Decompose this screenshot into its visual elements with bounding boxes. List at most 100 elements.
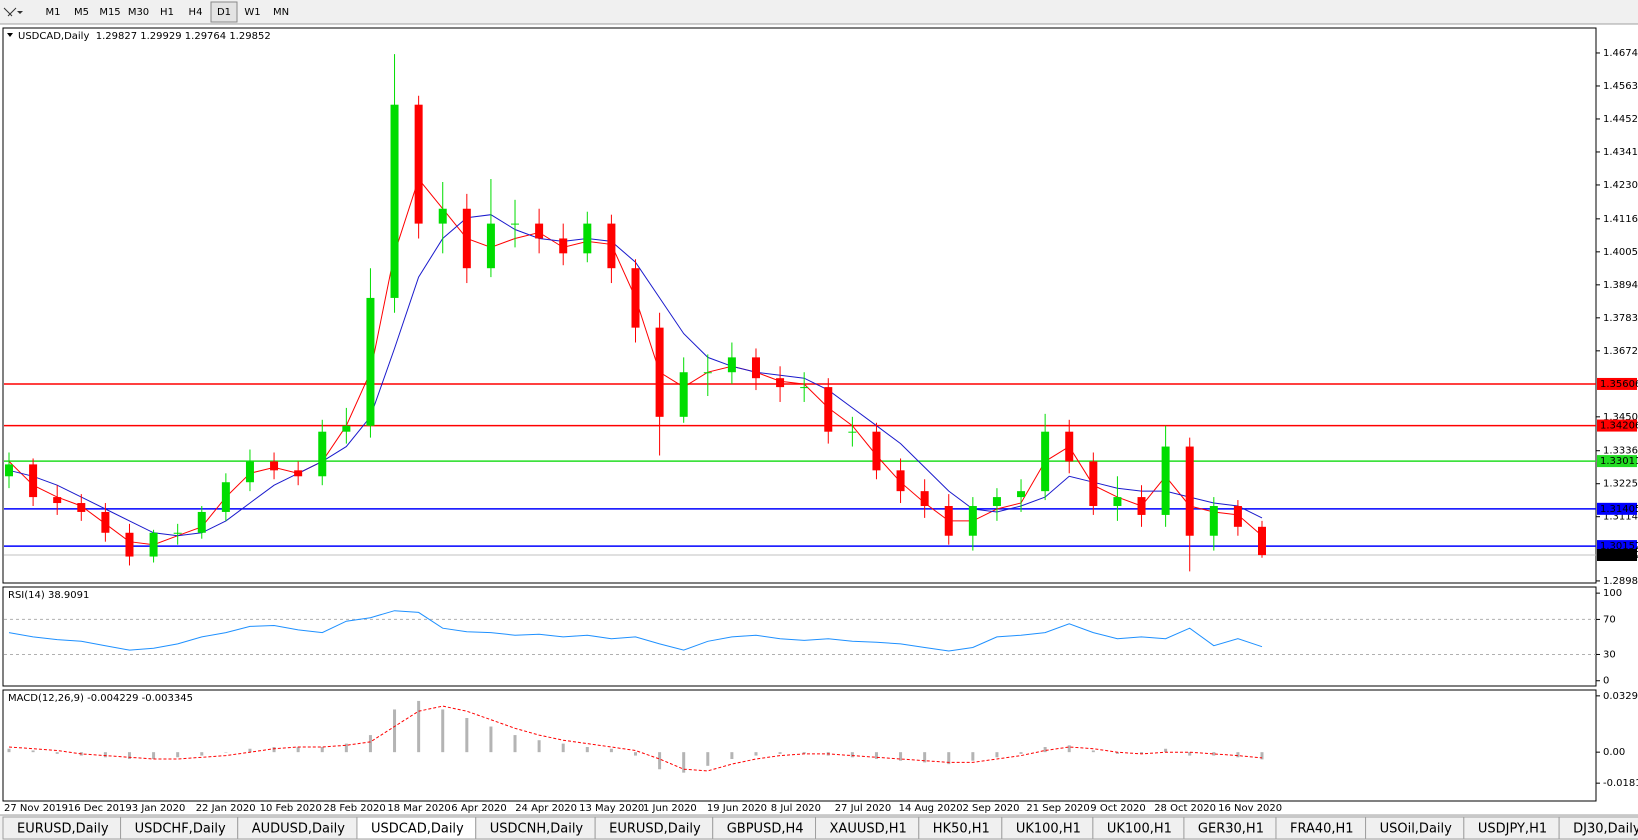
macd-bar <box>1260 752 1264 760</box>
y-tick-label: 100 <box>1603 588 1622 599</box>
candle-body <box>366 297 375 426</box>
timeframe-button[interactable]: H1 <box>160 7 174 18</box>
tab[interactable]: UK100,H1 <box>1107 822 1172 837</box>
y-tick-label: 0.00 <box>1603 747 1625 758</box>
macd-bar <box>127 752 131 759</box>
candle-body <box>727 357 736 373</box>
macd-bar <box>200 752 204 756</box>
candle-body <box>944 506 953 536</box>
timeframe-button[interactable]: M30 <box>128 7 149 18</box>
candle-body <box>896 470 905 492</box>
candle-body <box>824 387 833 432</box>
tab[interactable]: FRA40,H1 <box>1290 822 1354 837</box>
macd-bar <box>754 752 758 756</box>
macd-bar <box>682 752 686 773</box>
tab-background <box>1558 816 1638 840</box>
toolbar-dropdown <box>17 11 23 14</box>
toolbar <box>0 0 1638 24</box>
candle-body <box>1258 526 1266 556</box>
candle-body <box>173 532 182 534</box>
candle-body <box>1113 497 1122 507</box>
timeframe-button[interactable]: D1 <box>217 7 231 18</box>
candle-body <box>800 387 809 389</box>
tab[interactable]: USOil,Daily <box>1380 822 1453 837</box>
tab[interactable]: GBPUSD,H4 <box>727 822 804 837</box>
candle-body <box>294 470 303 477</box>
macd-bar <box>923 752 927 763</box>
macd-bar <box>585 747 589 753</box>
timeframe-button[interactable]: M1 <box>46 7 61 18</box>
level-label: 1.35606 <box>1600 379 1638 390</box>
y-tick-label: 1.37830 <box>1603 313 1638 324</box>
tab[interactable]: EURUSD,Daily <box>609 822 701 837</box>
level-label: 1.30152 <box>1600 541 1638 552</box>
y-tick-label: 1.31140 <box>1603 512 1638 523</box>
tab[interactable]: UK100,H1 <box>1016 822 1081 837</box>
macd-bar <box>7 748 11 753</box>
y-tick-label: 1.32250 <box>1603 479 1638 490</box>
macd-bar <box>561 743 565 753</box>
candle-body <box>920 491 929 507</box>
timeframe-button[interactable]: M5 <box>74 7 89 18</box>
candle-body <box>583 223 592 254</box>
tab[interactable]: AUDUSD,Daily <box>252 822 346 837</box>
macd-bar <box>706 752 710 766</box>
x-tick-label: 28 Feb 2020 <box>324 803 386 814</box>
y-tick-label: 1.46740 <box>1603 48 1638 59</box>
y-tick-label: 1.28980 <box>1603 576 1638 587</box>
candle-body <box>703 372 712 374</box>
macd-bar <box>465 718 469 753</box>
tab[interactable]: XAUUSD,H1 <box>830 822 907 837</box>
candle-body <box>1185 446 1194 536</box>
tab[interactable]: USDCAD,Daily <box>371 822 464 837</box>
macd-bar <box>31 750 35 753</box>
tab[interactable]: HK50,H1 <box>933 822 990 837</box>
x-tick-label: 27 Nov 2019 <box>4 803 68 814</box>
candle-body <box>1137 497 1146 515</box>
tab[interactable]: GER30,H1 <box>1198 822 1264 837</box>
macd-bar <box>320 747 324 753</box>
timeframe-button[interactable]: M15 <box>99 7 120 18</box>
level-label: 1.31405 <box>1600 504 1638 515</box>
candle-body <box>1209 506 1218 536</box>
macd-bar <box>1212 752 1216 756</box>
candle-body <box>342 425 351 432</box>
timeframe-button[interactable]: H4 <box>189 7 203 18</box>
macd-bar <box>272 747 276 753</box>
y-tick-label: 1.38940 <box>1603 280 1638 291</box>
candle-body <box>245 461 254 483</box>
candle-body <box>607 223 616 269</box>
macd-bar <box>393 709 397 753</box>
candle-body <box>77 503 86 512</box>
timeframe-active <box>210 1 238 23</box>
y-tick-label: 0 <box>1603 676 1609 687</box>
tab[interactable]: DJ30,Daily <box>1573 822 1638 837</box>
macd-bar <box>609 748 613 753</box>
rsi-line <box>8 610 1263 652</box>
macd-bar <box>1019 752 1023 754</box>
candle-body <box>992 497 1001 507</box>
y-tick-label: 1.42300 <box>1603 180 1638 191</box>
timeframe-button[interactable]: W1 <box>244 7 260 18</box>
y-tick-label: 70 <box>1603 614 1616 625</box>
candle-body <box>1161 446 1170 515</box>
macd-bar <box>489 726 493 753</box>
tab[interactable]: USDCHF,Daily <box>135 822 226 837</box>
level-label-box <box>1597 502 1637 515</box>
macd-bar <box>441 709 445 753</box>
timeframe-button[interactable]: MN <box>273 7 289 18</box>
header-triangle <box>7 33 13 37</box>
x-tick-label: 18 Mar 2020 <box>387 803 450 814</box>
x-tick-label: 19 Jun 2020 <box>707 803 767 814</box>
level-label-box <box>1597 419 1637 432</box>
y-tick-label: -0.018154 <box>1603 778 1638 789</box>
panel-title: RSI(14) 38.9091 <box>8 590 89 601</box>
candle-body <box>462 208 471 269</box>
tab[interactable]: USDJPY,H1 <box>1478 822 1547 837</box>
candle-body <box>29 464 38 498</box>
macd-bar <box>971 752 975 761</box>
macd-bar <box>537 740 541 753</box>
tab[interactable]: USDCNH,Daily <box>490 822 584 837</box>
tab[interactable]: EURUSD,Daily <box>17 822 109 837</box>
candle-body <box>559 238 568 254</box>
